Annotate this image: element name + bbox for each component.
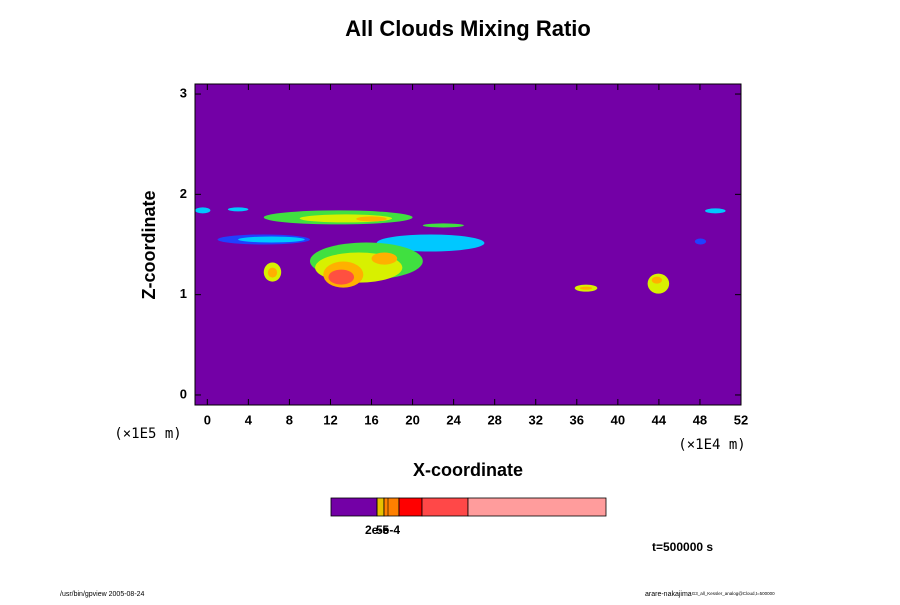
chart-title: All Clouds Mixing Ratio <box>345 16 591 41</box>
colorbar-segment <box>376 497 385 517</box>
x-tick-label: 52 <box>734 412 748 427</box>
y-tick-label: 1 <box>180 286 187 301</box>
cloud-region <box>267 267 278 278</box>
colorbar-segment <box>330 497 378 517</box>
x-tick-label: 40 <box>611 412 625 427</box>
x-tick-label: 16 <box>364 412 378 427</box>
cloud-region <box>647 273 670 294</box>
x-tick-label: 48 <box>693 412 707 427</box>
time-annotation: t=500000 s <box>652 540 713 554</box>
x-tick-label: 36 <box>570 412 584 427</box>
y-tick-label: 3 <box>180 85 187 100</box>
x-tick-label: 24 <box>446 412 461 427</box>
x-tick-label: 28 <box>487 412 501 427</box>
x-tick-label: 32 <box>529 412 543 427</box>
y-tick-label: 2 <box>180 186 187 201</box>
cloud-region <box>195 207 211 214</box>
cloud-region <box>371 252 398 265</box>
footer-user: arare-nakajima <box>645 591 692 598</box>
cloud-region <box>238 236 305 243</box>
colorbar-segment <box>421 497 469 517</box>
x-tick-label: 12 <box>323 412 337 427</box>
cloud-region <box>694 238 707 245</box>
x-axis-label: X-coordinate <box>413 460 523 480</box>
plot-frame <box>194 83 742 406</box>
colorbar-segment <box>467 497 607 517</box>
colorbar-label: 2e-5 <box>365 523 389 537</box>
cloud-region <box>579 286 593 290</box>
colorbar-segment <box>383 497 400 517</box>
x-unit: (×1E4 m) <box>678 437 745 453</box>
colorbar-label: 5e-4 <box>376 523 400 537</box>
y-unit: (×1E5 m) <box>114 426 181 442</box>
x-tick-label: 20 <box>405 412 419 427</box>
cloud-region <box>705 208 726 214</box>
cloud-region <box>227 207 249 212</box>
x-tick-label: 4 <box>245 412 253 427</box>
footer-right: arare-nakajimaG3_all_Kessler_analog@Clou… <box>645 591 775 598</box>
y-axis-label: Z-coordinate <box>139 190 159 299</box>
colorbar-segment <box>398 497 423 517</box>
cloud-region <box>328 269 355 285</box>
x-tick-label: 0 <box>204 412 211 427</box>
footer-left: /usr/bin/gpview 2005-08-24 <box>60 591 145 598</box>
x-tick-label: 44 <box>652 412 667 427</box>
y-tick-label: 0 <box>180 386 187 401</box>
cloud-region <box>651 276 662 284</box>
cloud-region <box>356 216 387 222</box>
footer-detail: G3_all_Kessler_analog@Cloud,t=500000 <box>692 591 775 596</box>
cloud-region <box>422 223 464 228</box>
x-tick-label: 8 <box>286 412 293 427</box>
